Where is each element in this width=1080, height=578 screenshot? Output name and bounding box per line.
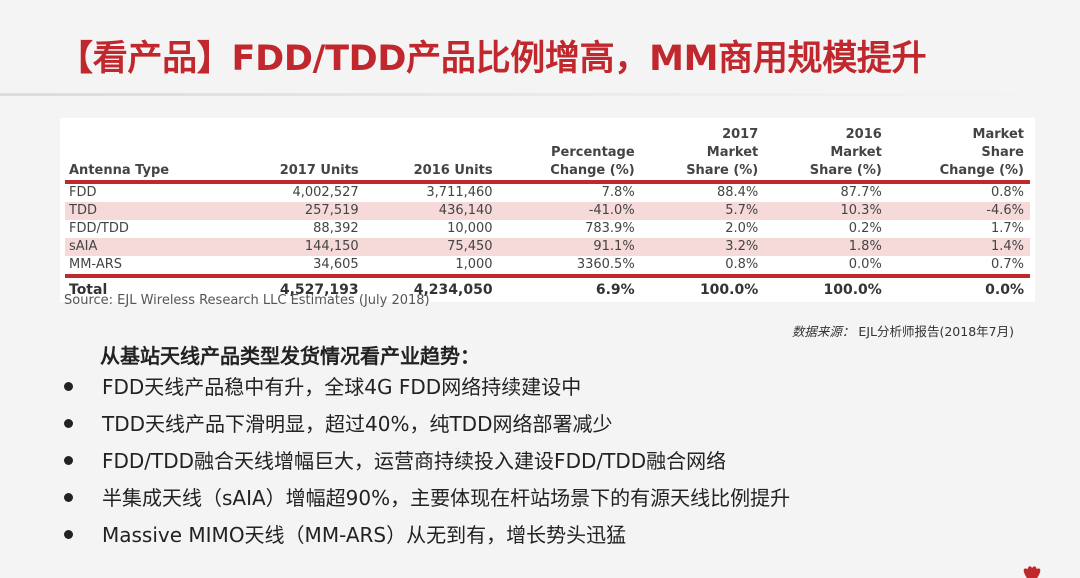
table-cell: 91.1% (498, 238, 641, 256)
trends-bullet-list: FDD天线产品稳中有升，全球4G FDD网络持续建设中 TDD天线产品下滑明显，… (64, 372, 790, 557)
table-cell: TDD (65, 202, 231, 220)
header-2017-units: 2017 Units (279, 163, 359, 178)
bullet-text: TDD天线产品下滑明显，超过40%，纯TDD网络部署减少 (102, 412, 613, 436)
table-cell: -41.0% (498, 202, 641, 220)
table-cell: 100.0% (699, 282, 759, 298)
table-row: MM-ARS 34,605 1,000 3360.5% 0.8% 0.0% 0.… (65, 256, 1030, 276)
table-cell: FDD/TDD (65, 220, 231, 238)
header-2016-units: 2016 Units (413, 163, 493, 178)
table-cell: MM-ARS (65, 256, 231, 276)
table-cell: 88,392 (230, 220, 365, 238)
slide-title: 【看产品】FDD/TDD产品比例增高，MM商用规模提升 (58, 39, 927, 79)
trends-heading: 从基站天线产品类型发货情况看产业趋势： (100, 344, 480, 368)
table-cell: 3.2% (640, 238, 765, 256)
header-market-share-change: Market Share Change (%) (939, 127, 1024, 178)
list-item: FDD天线产品稳中有升，全球4G FDD网络持续建设中 (64, 372, 790, 409)
bullet-dot-icon (64, 493, 73, 502)
bullet-dot-icon (64, 456, 73, 465)
list-item: FDD/TDD融合天线增幅巨大，运营商持续投入建设FDD/TDD融合网络 (64, 446, 790, 483)
table-cell: 4,527,193 (279, 282, 359, 298)
bullet-text: 半集成天线（sAIA）增幅超90%，主要体现在杆站场景下的有源天线比例提升 (102, 486, 791, 510)
table-cell: 88.4% (640, 182, 765, 202)
table-cell: 100.0% (823, 282, 882, 298)
antenna-shipments-table: Antenna Type 2017 Units 2016 Units Perce… (65, 118, 1030, 302)
table-cell: 0.0% (985, 282, 1024, 298)
table-cell: 257,519 (230, 202, 365, 220)
table-cell: 1.8% (764, 238, 888, 256)
table-cell: 4,002,527 (230, 182, 365, 202)
data-source-credit: 数据来源： EJL分析师报告(2018年7月) (792, 321, 1014, 340)
table-cell: 5.7% (640, 202, 765, 220)
table-row: FDD 4,002,527 3,711,460 7.8% 88.4% 87.7%… (65, 182, 1030, 202)
data-source-label: 数据来源： (791, 324, 855, 339)
table-row: sAIA 144,150 75,450 91.1% 3.2% 1.8% 1.4% (65, 238, 1030, 256)
table-cell: 6.9% (595, 282, 635, 298)
antenna-table-container: Antenna Type 2017 Units 2016 Units Perce… (60, 118, 1035, 302)
table-cell: Total (69, 282, 108, 298)
table-cell: 4,234,050 (413, 282, 493, 298)
header-percentage-change: Percentage Change (%) (550, 145, 635, 178)
table-cell: 1.7% (887, 220, 1030, 238)
table-cell: 2.0% (640, 220, 765, 238)
bullet-text: Massive MIMO天线（MM-ARS）从无到有，增长势头迅猛 (102, 523, 627, 547)
table-cell: 34,605 (230, 256, 365, 276)
logo-petals-icon (1023, 566, 1041, 578)
table-row: TDD 257,519 436,140 -41.0% 5.7% 10.3% -4… (65, 202, 1030, 220)
table-cell: 783.9% (498, 220, 641, 238)
title-divider (0, 93, 1080, 96)
data-source-value: EJL分析师报告(2018年7月) (858, 324, 1014, 339)
table-total-row: Total 4,527,193 4,234,050 6.9% 100.0% 10… (65, 276, 1030, 302)
table-cell: 0.2% (764, 220, 888, 238)
table-header-row: Antenna Type 2017 Units 2016 Units Perce… (65, 118, 1030, 182)
table-cell: 144,150 (230, 238, 365, 256)
table-cell: 1,000 (364, 256, 499, 276)
table-cell: sAIA (65, 238, 231, 256)
header-antenna-type: Antenna Type (69, 163, 170, 178)
header-2016-market-share: 2016 Market Share (%) (809, 127, 882, 178)
table-cell: 1.4% (887, 238, 1030, 256)
bullet-text: FDD天线产品稳中有升，全球4G FDD网络持续建设中 (102, 375, 582, 399)
table-cell: 0.7% (887, 256, 1030, 276)
bullet-dot-icon (64, 530, 73, 539)
table-cell: 0.8% (887, 182, 1030, 202)
bullet-dot-icon (64, 382, 73, 391)
table-cell: 0.0% (764, 256, 888, 276)
table-row: FDD/TDD 88,392 10,000 783.9% 2.0% 0.2% 1… (65, 220, 1030, 238)
table-cell: 10,000 (364, 220, 499, 238)
table-source-note: Source: EJL Wireless Research LLC Estima… (64, 293, 430, 308)
table-cell: 75,450 (364, 238, 499, 256)
table-cell: 436,140 (364, 202, 499, 220)
bullet-text: FDD/TDD融合天线增幅巨大，运营商持续投入建设FDD/TDD融合网络 (102, 449, 727, 473)
table-cell: FDD (65, 182, 231, 202)
bullet-dot-icon (64, 419, 73, 428)
table-cell: -4.6% (887, 202, 1030, 220)
table-cell: 7.8% (498, 182, 641, 202)
header-2017-market-share: 2017 Market Share (%) (686, 127, 759, 178)
table-cell: 0.8% (640, 256, 765, 276)
table-cell: 3,711,460 (364, 182, 499, 202)
table-cell: 10.3% (764, 202, 888, 220)
list-item: TDD天线产品下滑明显，超过40%，纯TDD网络部署减少 (64, 409, 790, 446)
list-item: Massive MIMO天线（MM-ARS）从无到有，增长势头迅猛 (64, 520, 790, 557)
table-cell: 3360.5% (498, 256, 641, 276)
table-cell: 87.7% (764, 182, 888, 202)
list-item: 半集成天线（sAIA）增幅超90%，主要体现在杆站场景下的有源天线比例提升 (64, 483, 790, 520)
